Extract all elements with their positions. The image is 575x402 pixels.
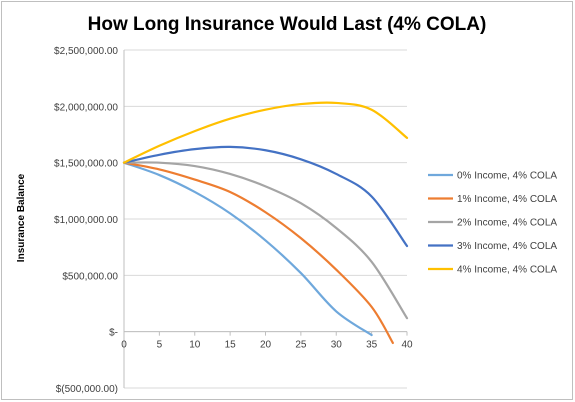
legend-label-4: 4% Income, 4% COLA (457, 265, 557, 276)
x-tick-label: 0 (121, 340, 127, 351)
series-line-2 (122, 161, 409, 320)
y-tick-label: $(500,000.00) (56, 384, 118, 395)
legend-label-3: 3% Income, 4% COLA (457, 241, 557, 252)
y-tick-label: $2,500,000.00 (54, 46, 118, 57)
chart-title: How Long Insurance Would Last (4% COLA) (88, 14, 487, 35)
series-line-0 (122, 161, 373, 337)
y-tick-label: $1,500,000.00 (54, 159, 118, 170)
y-tick-label: $2,000,000.00 (54, 102, 118, 113)
legend-label-0: 0% Income, 4% COLA (457, 171, 557, 182)
x-tick-label: 40 (401, 340, 413, 351)
x-tick-label: 10 (189, 340, 201, 351)
axes: $2,500,000.00 $2,000,000.00 $1,500,000.00 $… (54, 46, 413, 395)
x-tick-label: 20 (260, 340, 272, 351)
series-line-1 (122, 161, 394, 345)
legend: 0% Income, 4% COLA 1% Income, 4% COLA 2% I… (428, 171, 557, 276)
x-tick-label: 15 (225, 340, 237, 351)
y-axis-label: Insurance Balance (16, 173, 27, 262)
series-line-3 (122, 145, 409, 248)
gridlines (124, 49, 407, 389)
x-tick-label: 5 (157, 340, 163, 351)
legend-label-1: 1% Income, 4% COLA (457, 194, 557, 205)
series-lines (122, 101, 409, 345)
y-tick-label: $- (109, 328, 118, 339)
series-line-4 (122, 101, 409, 164)
x-tick-label: 30 (331, 340, 343, 351)
x-tick-label: 35 (366, 340, 378, 351)
y-tick-label: $1,000,000.00 (54, 215, 118, 226)
legend-label-2: 2% Income, 4% COLA (457, 218, 557, 229)
x-tick-label: 25 (295, 340, 307, 351)
y-tick-label: $500,000.00 (62, 271, 118, 282)
